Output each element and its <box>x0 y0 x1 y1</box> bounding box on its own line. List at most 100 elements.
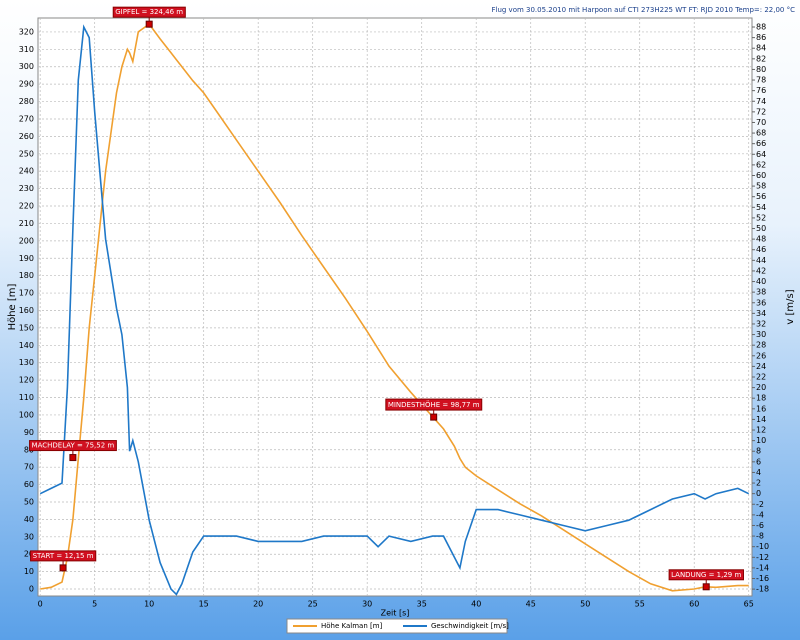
y2-tick-label: -6 <box>756 521 764 530</box>
y-tick-label: 110 <box>19 393 34 402</box>
y2-tick-label: 10 <box>756 436 766 445</box>
y-tick-label: 130 <box>19 358 34 367</box>
y2-tick-label: 0 <box>756 489 761 498</box>
x-axis-label: Zeit [s] <box>381 609 410 618</box>
y2-tick-label: -16 <box>756 574 769 583</box>
chart-title: Flug vom 30.05.2010 mit Harpoon auf CTI … <box>491 6 795 14</box>
y2-tick-label: 58 <box>756 182 766 191</box>
annotation-marker <box>145 20 153 28</box>
y-tick-label: 40 <box>24 515 34 524</box>
y2-tick-label: 88 <box>756 23 766 32</box>
y-tick-label: 70 <box>24 463 34 472</box>
y2-tick-label: 64 <box>756 150 766 159</box>
y2-tick-label: 60 <box>756 171 766 180</box>
x-tick-label: 30 <box>362 600 372 609</box>
y2-tick-label: 34 <box>756 309 766 318</box>
y2-tick-label: 26 <box>756 351 766 360</box>
y2-tick-label: 52 <box>756 213 766 222</box>
y2-tick-label: 12 <box>756 426 766 435</box>
y-tick-label: 220 <box>19 202 34 211</box>
y-tick-label: 30 <box>24 532 34 541</box>
y-tick-label: 170 <box>19 289 34 298</box>
y2-tick-label: 44 <box>756 256 766 265</box>
series-line <box>40 22 749 592</box>
annotation-marker <box>430 413 438 421</box>
annotation-label: GIPFEL = 324,46 m <box>115 8 183 16</box>
y-tick-label: 230 <box>19 184 34 193</box>
y2-tick-label: 80 <box>756 65 766 74</box>
y-axis-label: Höhe [m] <box>7 283 18 330</box>
y2-tick-label: 84 <box>756 44 766 53</box>
y2-tick-label: -8 <box>756 532 764 541</box>
y-tick-label: 250 <box>19 149 34 158</box>
y2-tick-label: 66 <box>756 139 766 148</box>
y2-tick-label: 22 <box>756 372 766 381</box>
y2-tick-label: 38 <box>756 288 766 297</box>
y-tick-label: 210 <box>19 219 34 228</box>
y2-tick-label: 62 <box>756 160 766 169</box>
y2-tick-label: -14 <box>756 563 769 572</box>
y2-tick-label: 2 <box>756 479 761 488</box>
y-tick-label: 320 <box>19 27 34 36</box>
y-tick-label: 140 <box>19 341 34 350</box>
y-tick-label: 290 <box>19 80 34 89</box>
annotation-marker <box>69 454 77 462</box>
y2-tick-label: 32 <box>756 319 766 328</box>
y2-tick-label: -10 <box>756 542 769 551</box>
y-tick-label: 190 <box>19 254 34 263</box>
y2-tick-label: 56 <box>756 192 766 201</box>
y-tick-label: 20 <box>24 550 34 559</box>
y2-axis-label: v [m/s] <box>785 289 796 324</box>
y2-tick-label: 40 <box>756 277 766 286</box>
x-tick-label: 40 <box>471 600 481 609</box>
y2-tick-label: 50 <box>756 224 766 233</box>
x-tick-label: 50 <box>580 600 590 609</box>
x-tick-label: 60 <box>689 600 699 609</box>
y-tick-label: 50 <box>24 497 34 506</box>
y2-tick-label: 74 <box>756 97 766 106</box>
y2-tick-label: 8 <box>756 447 761 456</box>
annotation-label: MACHDELAY = 75,52 m <box>32 442 115 450</box>
y2-tick-label: 16 <box>756 404 766 413</box>
y-tick-label: 240 <box>19 167 34 176</box>
x-tick-label: 35 <box>417 600 427 609</box>
y2-tick-label: 76 <box>756 86 766 95</box>
y-tick-label: 120 <box>19 376 34 385</box>
y2-tick-label: 42 <box>756 266 766 275</box>
y2-tick-label: 86 <box>756 33 766 42</box>
y-tick-label: 80 <box>24 445 34 454</box>
legend-label: Geschwindigkeit [m/s] <box>431 622 509 630</box>
x-tick-label: 45 <box>526 600 536 609</box>
y2-tick-label: 46 <box>756 245 766 254</box>
x-tick-label: 25 <box>308 600 318 609</box>
annotation-marker <box>702 583 710 591</box>
y2-tick-label: 54 <box>756 203 766 212</box>
legend <box>286 618 508 634</box>
y2-tick-label: 14 <box>756 415 766 424</box>
y2-tick-label: -12 <box>756 553 769 562</box>
y2-tick-label: 70 <box>756 118 766 127</box>
x-tick-label: 65 <box>744 600 754 609</box>
y2-tick-label: 30 <box>756 330 766 339</box>
x-tick-label: 10 <box>144 600 154 609</box>
annotation-label: MINDESTHÖHE = 98,77 m <box>388 400 480 409</box>
y-tick-label: 150 <box>19 323 34 332</box>
y2-tick-label: 82 <box>756 54 766 63</box>
y2-tick-label: 68 <box>756 129 766 138</box>
y-tick-label: 270 <box>19 114 34 123</box>
y-tick-label: 280 <box>19 97 34 106</box>
y-tick-label: 0 <box>29 585 34 594</box>
y2-tick-label: 4 <box>756 468 761 477</box>
y-tick-label: 160 <box>19 306 34 315</box>
y-tick-label: 60 <box>24 480 34 489</box>
y2-tick-label: 6 <box>756 457 761 466</box>
annotation-marker <box>59 564 67 572</box>
x-tick-label: 0 <box>38 600 43 609</box>
y-tick-label: 100 <box>19 410 34 419</box>
y-tick-label: 200 <box>19 236 34 245</box>
annotation-label: LANDUNG = 1,29 m <box>671 571 741 579</box>
y2-tick-label: 18 <box>756 394 766 403</box>
y-tick-label: 310 <box>19 45 34 54</box>
y2-tick-label: -18 <box>756 585 769 594</box>
